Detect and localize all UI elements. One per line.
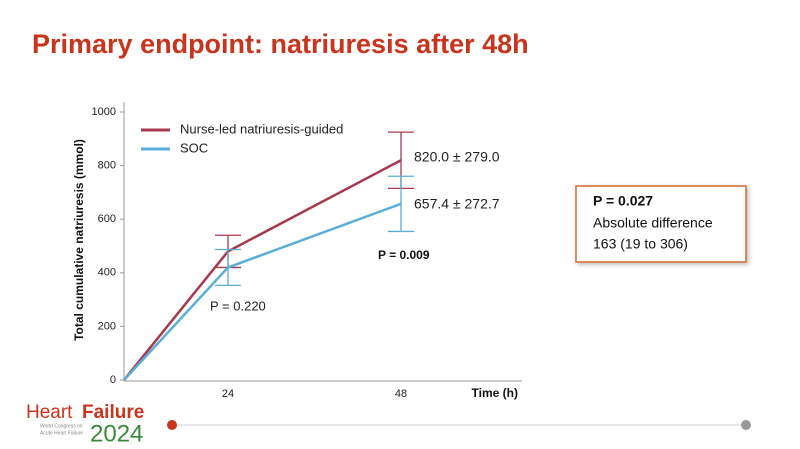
- progress-start: [167, 420, 177, 430]
- x-axis-label: Time (h): [472, 386, 518, 400]
- logo-subtitle: Acute Heart Failure: [40, 430, 83, 436]
- x-tick-label: 24: [222, 388, 234, 400]
- y-tick-label: 0: [110, 374, 116, 386]
- y-tick-label: 1000: [92, 106, 116, 118]
- progress-end: [741, 420, 751, 430]
- value-annotation: 820.0 ± 279.0: [414, 149, 500, 165]
- legend-label: SOC: [180, 140, 208, 155]
- y-tick-label: 600: [98, 213, 116, 225]
- logo-subtitle: World Congress on: [40, 423, 83, 429]
- box-label: Absolute difference: [593, 215, 713, 231]
- slide-title: Primary endpoint: natriuresis after 48h: [32, 29, 529, 59]
- box-difference: 163 (19 to 306): [593, 236, 688, 252]
- box-p-value: P = 0.027: [593, 193, 653, 209]
- y-axis-label: Total cumulative natriuresis (mmol): [72, 139, 86, 341]
- y-tick-label: 200: [98, 320, 116, 332]
- error-bar: [215, 248, 241, 287]
- p-value: P = 0.220: [210, 298, 266, 313]
- logo-year: 2024: [90, 420, 143, 447]
- series-line: [123, 202, 402, 381]
- value-annotation: 657.4 ± 272.7: [414, 196, 500, 212]
- error-bar: [388, 175, 414, 233]
- series-line: [123, 159, 402, 381]
- x-tick-label: 48: [395, 388, 407, 400]
- p-value: P = 0.009: [378, 248, 430, 262]
- result-box: [575, 185, 747, 263]
- y-tick-label: 400: [98, 267, 116, 279]
- logo-name: Failure: [82, 402, 144, 423]
- y-tick-label: 800: [98, 160, 116, 172]
- legend-label: Nurse-led natriuresis-guided: [180, 121, 343, 136]
- logo-name: Heart: [26, 402, 73, 423]
